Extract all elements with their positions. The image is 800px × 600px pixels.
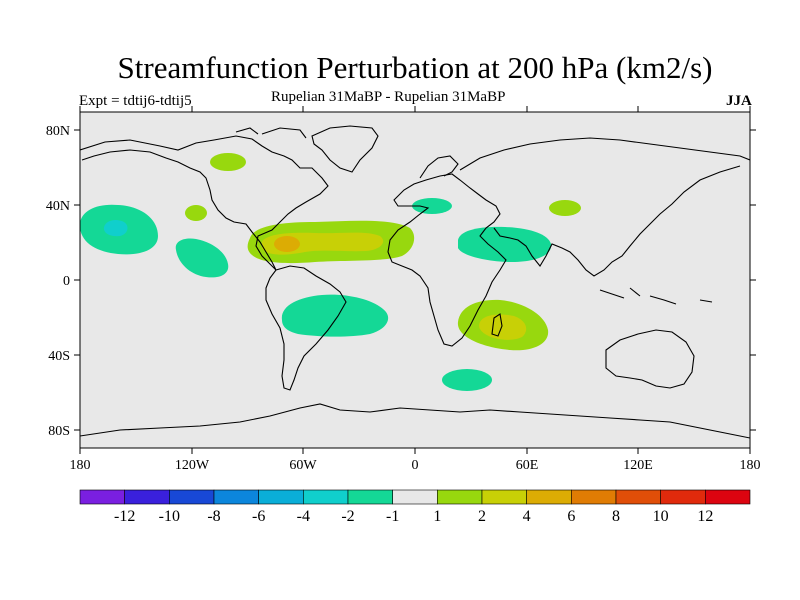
colorbar-swatch (660, 489, 706, 505)
coastline-arctic-islands (235, 127, 307, 139)
colorbar-label: -4 (297, 508, 310, 525)
coastlines (80, 125, 750, 439)
lon-tick-label: 120W (175, 458, 210, 473)
colorbar-swatch (481, 489, 527, 505)
colorbar-swatch (526, 489, 572, 505)
colorbar-swatch (124, 489, 170, 505)
colorbar-swatch (615, 489, 661, 505)
anomaly-south-atlantic-low (281, 294, 389, 337)
lon-tick-label: 60E (516, 458, 539, 473)
lat-tick-label: 80S (48, 424, 70, 439)
lat-tick-label: 40N (46, 199, 70, 214)
colorbar-label: -1 (386, 508, 399, 525)
experiment-label: Expt = tdtij6-tdtij5 (79, 93, 192, 109)
colorbar-swatch (347, 489, 393, 505)
plot-title: Streamfunction Perturbation at 200 hPa (… (117, 50, 713, 85)
colorbar: -12 -10 -8 -6 -4 -2 -1 1 2 4 6 8 10 12 (79, 489, 751, 525)
subtitle: Rupelian 31MaBP - Rupelian 31MaBP (271, 89, 506, 105)
lon-tick-label: 0 (412, 458, 419, 473)
colorbar-swatch (79, 489, 125, 505)
coastline-europe-africa (387, 173, 507, 347)
anomaly-atlantic-ridge-max (274, 236, 300, 252)
lat-tick-label: 40S (48, 349, 70, 364)
colorbar-label: 4 (523, 508, 531, 525)
lat-tick-label: 0 (63, 274, 70, 289)
colorbar-swatch (258, 489, 304, 505)
anomaly-madagascar-ridge-core (479, 314, 527, 340)
coastline-north-america (80, 135, 329, 271)
anomaly-central-asia-ridge (549, 200, 581, 216)
colorbar-label: -12 (114, 508, 135, 525)
colorbar-label: 10 (653, 508, 669, 525)
colorbar-label: -10 (159, 508, 180, 525)
colorbar-label: 2 (478, 508, 486, 525)
coastline-australia (605, 329, 695, 389)
colorbar-swatch (571, 489, 617, 505)
coastline-south-america (265, 265, 347, 391)
anomaly-arabian-low (458, 226, 552, 262)
lat-tick-label: 80N (46, 124, 70, 139)
colorbar-label: 6 (567, 508, 575, 525)
coastline-scandinavia (419, 155, 459, 179)
anomaly-us-ridge (185, 205, 207, 221)
anomaly-canada-ridge (210, 153, 246, 171)
colorbar-swatch (303, 489, 349, 505)
coastline-greenland (311, 125, 379, 173)
lon-tick-label: 120E (623, 458, 653, 473)
latitude-axis: 80N 40N 0 40S 80S (46, 124, 756, 439)
coastline-antarctica (80, 403, 750, 439)
anomaly-mediterranean-low (412, 198, 452, 214)
longitude-axis: 180 120W 60W 0 60E 120E 180 (70, 106, 761, 473)
anomaly-northeast-pacific-low (175, 238, 229, 278)
colorbar-swatch (437, 489, 483, 505)
colorbar-label: -6 (252, 508, 265, 525)
coastline-madagascar (491, 313, 503, 337)
colorbar-label: -8 (207, 508, 220, 525)
colorbar-label: 1 (433, 508, 441, 525)
coastline-se-asia-islands (599, 287, 713, 305)
colorbar-swatch (705, 489, 751, 505)
map-background (80, 112, 750, 448)
lon-tick-label: 60W (289, 458, 317, 473)
colorbar-swatch (392, 489, 438, 505)
anomaly-southern-ocean-low (442, 369, 492, 391)
anomaly-shading (80, 153, 581, 391)
lon-tick-label: 180 (740, 458, 761, 473)
anomaly-north-pacific-core (103, 219, 128, 237)
lon-tick-label: 180 (70, 458, 91, 473)
colorbar-swatch (169, 489, 215, 505)
colorbar-label: 12 (697, 508, 713, 525)
colorbar-swatch (213, 489, 259, 505)
colorbar-label: 8 (612, 508, 620, 525)
coastline-asia (459, 137, 750, 277)
colorbar-label: -2 (341, 508, 354, 525)
season-label: JJA (726, 93, 752, 109)
